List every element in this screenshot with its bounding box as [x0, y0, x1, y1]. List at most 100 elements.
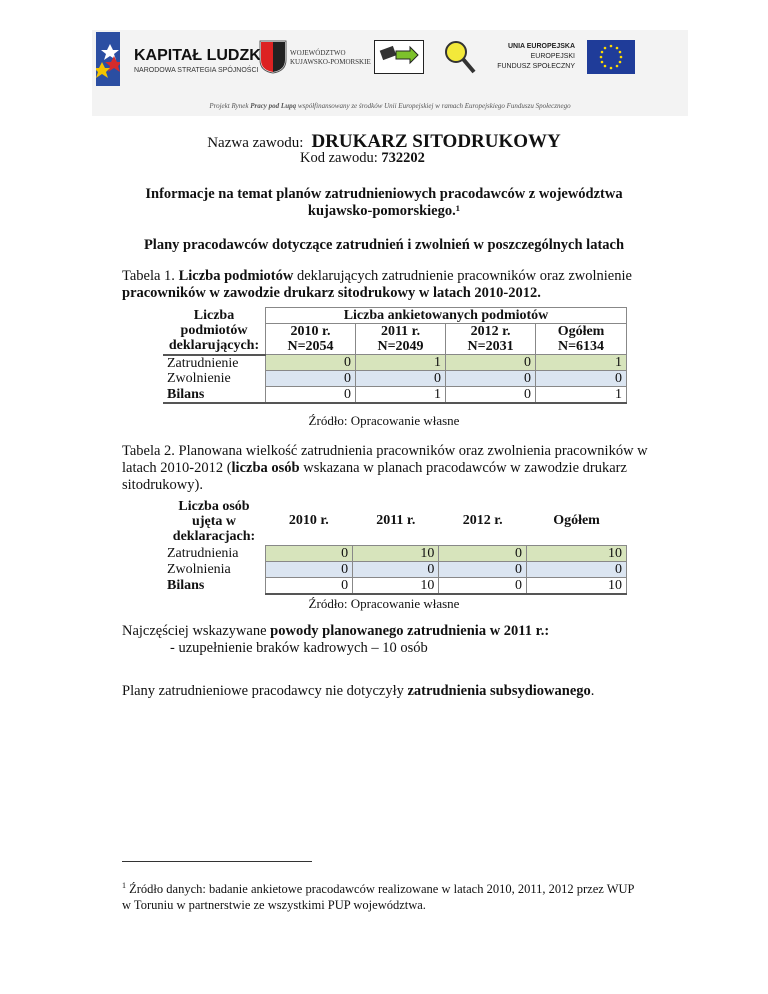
table-row: Zwolnienia 0 0 0 0	[163, 560, 627, 578]
text: Pracy pod Lupą	[250, 102, 297, 110]
header-banner: KAPITAŁ LUDZKI NARODOWA STRATEGIA SPÓJNO…	[92, 30, 688, 116]
table1-col-header: 2012 r. N=2031	[445, 323, 537, 355]
table-cell: 0	[438, 577, 528, 595]
table-cell: Zwolnienia	[167, 561, 231, 577]
text: pracowników w zawodzie drukarz sitodruko…	[122, 285, 541, 301]
text: 732202	[381, 150, 425, 166]
ue-logo-text: UNIA EUROPEJSKA EUROPEJSKI FUNDUSZ SPOŁECZ…	[485, 42, 575, 72]
text: współfinansowany ze środków Unii Europej…	[296, 102, 571, 110]
occupation-name: DRUKARZ SITODRUKOWY	[311, 131, 561, 152]
text: N=2031	[467, 339, 514, 354]
text: Tabela 1.	[122, 268, 179, 284]
table-cell: Bilans	[163, 386, 266, 404]
text: Tabela 2. Planowana wielkość zatrudnieni…	[122, 443, 648, 476]
text: EUROPEJSKI	[530, 53, 575, 60]
text: 2011 r.	[380, 324, 421, 339]
text: WOJEWÓDZTWO	[290, 49, 346, 57]
project-caption: Projekt Rynek Pracy pod Lupą współfinans…	[92, 102, 688, 110]
text: 1	[122, 881, 126, 890]
table-cell: 10	[352, 544, 440, 562]
text: 2012 r.	[470, 324, 511, 339]
text: Źródło danych: badanie ankietowe pracoda…	[122, 882, 635, 913]
heading-section: Plany pracodawców dotyczące zatrudnień i…	[143, 237, 625, 253]
table-cell: 0	[264, 544, 354, 562]
heading-main: Informacje na temat planów zatrudnieniow…	[145, 186, 623, 219]
text: N=2049	[377, 339, 424, 354]
coat-of-arms-icon	[259, 40, 287, 74]
text: liczba osób	[231, 460, 300, 476]
reasons-item: - uzupełnienie braków kadrowych – 10 osó…	[170, 640, 428, 656]
occupation-title: Nazwa zawodu: DRUKARZ SITODRUKOWY	[0, 131, 768, 153]
table-cell: 1	[355, 386, 447, 404]
table2-source: Źródło: Opracowanie własne	[308, 596, 460, 611]
kapital-ludzki-subtitle: NARODOWA STRATEGIA SPÓJNOŚCI	[134, 67, 259, 74]
table-row: Zwolnienie 0 0 0 0	[163, 370, 627, 387]
table2-col-header: 2011 r.	[376, 513, 416, 529]
footnote-divider	[122, 861, 312, 862]
table-cell: 1	[535, 386, 627, 404]
table-cell: 0	[445, 354, 537, 371]
table-cell: Bilans	[167, 577, 205, 593]
text: Kod zawodu:	[300, 150, 378, 166]
table-cell: 0	[438, 544, 528, 562]
table2-corner: Liczba osób ujęta w deklaracjach:	[172, 498, 256, 544]
text: N=2054	[287, 339, 334, 354]
text: Najczęściej wskazywane	[122, 623, 271, 639]
kapital-ludzki-logo-icon	[96, 32, 120, 86]
text: FUNDUSZ SPOŁECZNY	[497, 63, 575, 70]
table-row: Bilans 0 1 0 1	[163, 386, 627, 404]
table-cell: Zatrudnienia	[167, 545, 239, 561]
table-cell: 0	[445, 386, 537, 404]
table-cell: 0	[264, 354, 357, 371]
reasons-heading: Najczęściej wskazywane powody planowaneg…	[122, 623, 549, 640]
text: UNIA EUROPEJSKA	[507, 43, 575, 50]
table-cell: 10	[352, 577, 440, 595]
footnote: 1 Źródło danych: badanie ankietowe praco…	[122, 878, 642, 913]
table1-source: Źródło: Opracowanie własne	[308, 413, 460, 428]
table2: Liczba osób ujęta w deklaracjach: 2010 r…	[163, 497, 627, 595]
table1: Liczba podmiotów deklarujących: Liczba an…	[163, 307, 627, 404]
table2-caption: Tabela 2. Planowana wielkość zatrudnieni…	[122, 443, 652, 494]
table-cell: 0	[264, 386, 357, 404]
table-cell: Zwolnienie	[167, 371, 231, 386]
table-cell: 1	[535, 354, 627, 371]
table-cell: 0	[264, 560, 354, 578]
table-cell: 0	[355, 370, 447, 387]
text: KUJAWSKO-POMORSKIE	[290, 58, 371, 66]
table-row: Zatrudnienie 0 1 0 1	[163, 354, 627, 371]
text: powody planowanego zatrudnienia w 2011 r…	[270, 623, 550, 639]
table-row: Zatrudnienia 0 10 0 10	[163, 544, 627, 562]
table1-col-header: 2010 r. N=2054	[264, 323, 357, 355]
text: Liczba podmiotów	[178, 268, 294, 284]
table-cell: 1	[355, 354, 447, 371]
table2-col-header: Ogółem	[553, 513, 600, 529]
text: Projekt Rynek	[209, 102, 251, 110]
table-cell: Zatrudnienie	[167, 355, 239, 371]
wup-logo-icon	[374, 40, 424, 74]
table-cell: 0	[264, 577, 354, 595]
subsidy-note: Plany zatrudnieniowe pracodawcy nie doty…	[122, 683, 594, 700]
text: .	[590, 683, 595, 699]
text: Ogółem	[557, 324, 605, 339]
occupation-label: Nazwa zawodu:	[207, 135, 304, 151]
magnifier-logo-icon	[445, 41, 476, 74]
wojewodztwo-logo-text: WOJEWÓDZTWO KUJAWSKO-POMORSKIE	[290, 49, 371, 67]
table-cell: 10	[526, 544, 627, 562]
table-cell: 0	[535, 370, 627, 387]
table-cell: 0	[526, 560, 627, 578]
table2-col-header: 2010 r.	[288, 513, 329, 529]
table-cell: 0	[438, 560, 528, 578]
table-cell: 0	[264, 370, 357, 387]
table1-col-header: Ogółem N=6134	[535, 323, 627, 355]
text: deklarujących zatrudnienie pracowników o…	[293, 268, 632, 284]
text: N=6134	[557, 339, 605, 354]
table1-group-header: Liczba ankietowanych podmiotów	[265, 307, 627, 324]
text: 2010 r.	[290, 324, 331, 339]
text: Plany zatrudnieniowe pracodawcy nie doty…	[122, 683, 408, 699]
text: wskazana w planach pracodawców w zawodzi…	[122, 460, 627, 493]
table1-corner: Liczba podmiotów deklarujących:	[163, 307, 266, 356]
table-cell: 0	[352, 560, 440, 578]
occupation-code: Kod zawodu: 732202	[300, 150, 425, 167]
text: zatrudnienia subsydiowanego	[407, 683, 591, 699]
